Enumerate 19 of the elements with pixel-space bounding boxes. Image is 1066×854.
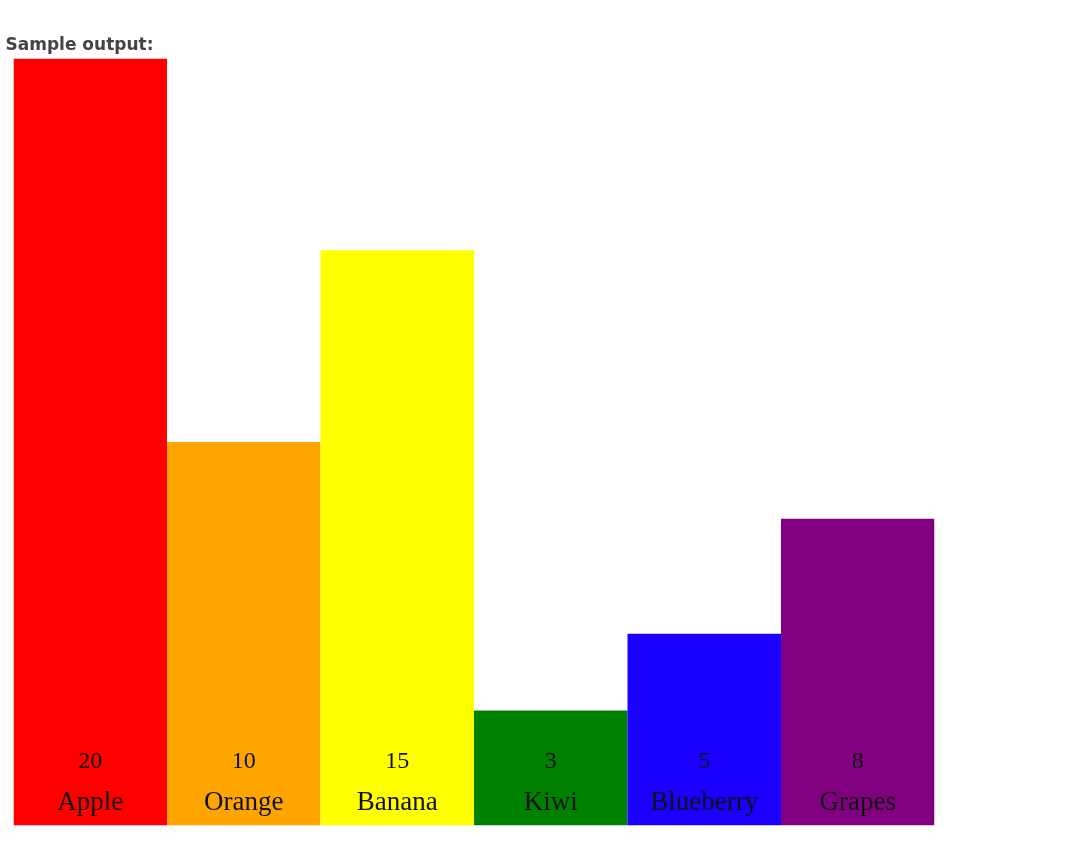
x-tick-label: Blueberry [650, 785, 759, 816]
x-tick-label: Grapes [819, 785, 896, 816]
bar [627, 633, 781, 826]
x-tick-label: Banana [356, 785, 438, 816]
data-label: 15 [385, 747, 410, 773]
bar [320, 250, 474, 826]
bar [13, 58, 167, 826]
data-label: 8 [851, 747, 864, 773]
data-label: 3 [544, 747, 557, 773]
data-label: 20 [78, 747, 103, 773]
chart-title: Sample output: [5, 33, 154, 54]
x-tick-label: Kiwi [523, 785, 578, 816]
data-label: 5 [698, 747, 711, 773]
bar [167, 442, 321, 826]
bar [474, 710, 628, 826]
x-tick-label: Apple [57, 785, 124, 816]
x-tick-label: Orange [204, 785, 284, 816]
bar [781, 518, 935, 826]
data-label: 10 [231, 747, 256, 773]
